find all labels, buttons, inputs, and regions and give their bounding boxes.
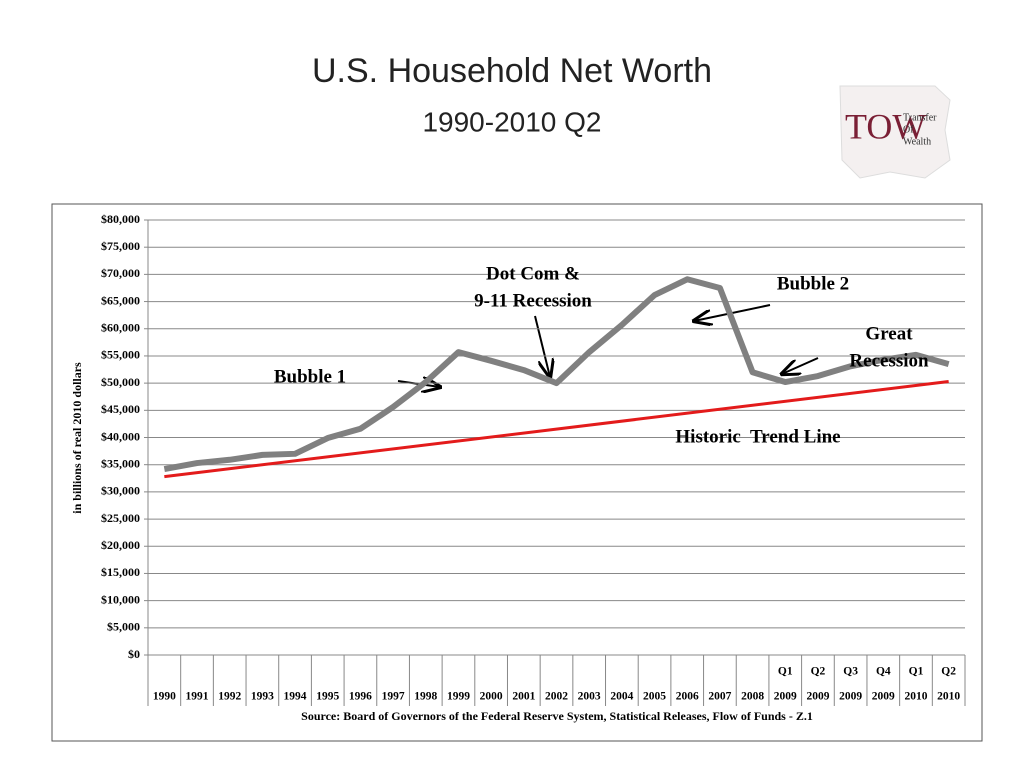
logo-letters: TOW	[845, 106, 926, 146]
x-tick-label: 1990	[153, 691, 176, 703]
title: U.S. Household Net Worth	[312, 52, 712, 90]
y-tick-label: $35,000	[101, 456, 140, 470]
x-tick-label: 1991	[186, 691, 209, 703]
x-tick-label: 1999	[447, 691, 470, 703]
y-tick-label: $30,000	[101, 484, 140, 498]
x-tick-label: 2009	[839, 691, 862, 703]
logo-line: Of	[903, 124, 914, 135]
x-tick-label: 2008	[741, 691, 764, 703]
y-tick-label: $15,000	[101, 565, 140, 579]
data-line	[163, 276, 950, 472]
trend-label: Historic Trend Line	[675, 426, 840, 447]
y-tick-label: $65,000	[101, 293, 140, 307]
x-tick-label: 1992	[218, 691, 241, 703]
x-tick-label: 2002	[545, 691, 568, 703]
y-tick-label: $40,000	[101, 429, 140, 443]
y-tick-label: $50,000	[101, 375, 140, 389]
y-tick-label: $55,000	[101, 348, 140, 362]
x-tick-label: 1998	[414, 691, 437, 703]
y-tick-label: $20,000	[101, 538, 140, 552]
x-quarter-label: Q1	[778, 666, 793, 678]
x-tick-label: 2000	[480, 691, 503, 703]
logo: TOW Transfer Of Wealth	[839, 85, 951, 179]
annotation: Dot Com &	[486, 263, 580, 284]
x-tick-label: 2001	[512, 691, 535, 703]
annotation: Great	[865, 323, 913, 344]
y-tick-label: $10,000	[101, 592, 140, 606]
x-tick-label: 1997	[382, 691, 405, 703]
x-quarter-label: Q1	[909, 666, 924, 678]
y-tick-label: $80,000	[101, 212, 140, 226]
x-tick-label: 1993	[251, 691, 274, 703]
x-quarter-label: Q2	[811, 666, 826, 678]
x-tick-label: 2003	[578, 691, 601, 703]
trend-line	[164, 380, 949, 479]
y-tick-label: $5,000	[107, 620, 140, 634]
x-tick-label: 1994	[284, 691, 307, 703]
annotation: 9-11 Recession	[474, 290, 592, 311]
annotation: Recession	[849, 350, 929, 371]
y-axis-label: in billions of real 2010 dollars	[70, 362, 84, 514]
y-tick-label: $75,000	[101, 239, 140, 253]
x-tick-label: 2009	[806, 691, 829, 703]
arrow	[782, 357, 819, 374]
y-tick-label: $45,000	[101, 402, 140, 416]
y-tick-label: $70,000	[101, 266, 140, 280]
x-tick-label: 1996	[349, 691, 372, 703]
source: Source: Board of Governors of the Federa…	[301, 709, 813, 723]
logo-line: Wealth	[903, 136, 931, 147]
y-tick-label: $25,000	[101, 511, 140, 525]
x-tick-label: 2004	[610, 691, 633, 703]
x-quarter-label: Q2	[941, 666, 956, 678]
x-tick-label: 2009	[774, 691, 797, 703]
x-tick-label: 2009	[872, 691, 895, 703]
x-tick-label: 2010	[937, 691, 960, 703]
subtitle: 1990-2010 Q2	[422, 106, 601, 137]
x-tick-label: 2006	[676, 691, 699, 703]
chart-frame	[51, 203, 983, 742]
x-tick-label: 2005	[643, 691, 666, 703]
x-tick-label: 2010	[904, 691, 927, 703]
x-quarter-label: Q3	[843, 666, 858, 678]
x-tick-label: 2007	[708, 691, 731, 703]
y-tick-label: $0	[128, 647, 140, 661]
x-quarter-label: Q4	[876, 666, 891, 678]
y-tick-label: $60,000	[101, 321, 140, 335]
x-tick-label: 1995	[316, 691, 339, 703]
annotation: Bubble 1	[274, 366, 346, 387]
logo-line: Transfer	[903, 112, 937, 123]
logo-map	[839, 85, 951, 179]
arrow	[534, 315, 550, 377]
annotation: Bubble 2	[777, 273, 849, 294]
